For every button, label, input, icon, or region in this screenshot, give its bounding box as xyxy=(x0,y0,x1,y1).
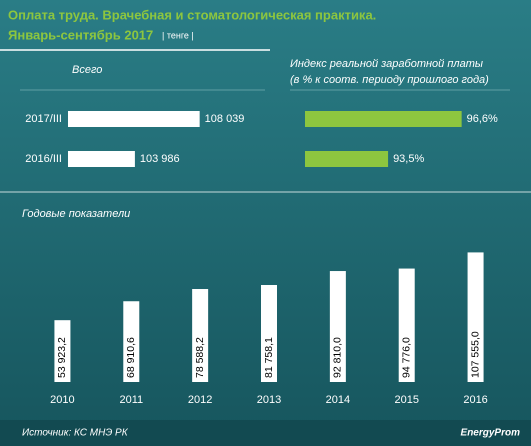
bar xyxy=(261,285,277,382)
unit: | тенге | xyxy=(162,30,194,40)
bar xyxy=(329,271,346,382)
x-tick-label: 2015 xyxy=(394,394,418,406)
value-label: 94 776,0 xyxy=(400,337,412,378)
value-label: 93,5% xyxy=(393,153,424,165)
bar xyxy=(305,111,462,127)
logo: EnergyProm xyxy=(461,428,521,439)
panel-subtitle: (в % к соотв. периоду прошлого года) xyxy=(290,74,489,86)
bar xyxy=(467,252,484,382)
x-tick-label: 2012 xyxy=(188,394,212,406)
x-tick-label: 2014 xyxy=(326,394,350,406)
bar xyxy=(192,289,209,382)
value-label: 103 986 xyxy=(140,153,180,165)
value-label: 92 810,0 xyxy=(332,337,344,378)
category-label: 2016/III xyxy=(25,153,62,165)
title: Январь-сентябрь 2017 xyxy=(8,27,153,42)
value-label: 81 758,1 xyxy=(263,337,275,378)
bar xyxy=(68,111,200,127)
value-label: 96,6% xyxy=(467,113,498,125)
x-tick-label: 2010 xyxy=(50,394,74,406)
bar xyxy=(68,151,135,167)
panel-title: Индекс реальной заработной платы xyxy=(290,58,483,70)
bar xyxy=(305,151,389,167)
x-tick-label: 2011 xyxy=(119,394,143,406)
value-label: 78 588,2 xyxy=(194,337,206,378)
x-tick-label: 2013 xyxy=(257,394,281,406)
value-label: 108 039 xyxy=(205,113,245,125)
panel-title: Всего xyxy=(72,64,102,76)
title: Оплата труда. Врачебная и стоматологичес… xyxy=(8,7,376,22)
value-label: 53 923,2 xyxy=(56,337,68,378)
category-label: 2017/III xyxy=(25,113,62,125)
value-label: 68 910,6 xyxy=(125,337,137,378)
value-label: 107 555,0 xyxy=(469,331,481,378)
source: Источник: КС МНЭ РК xyxy=(22,428,129,439)
footer xyxy=(0,420,531,446)
panel-title: Годовые показатели xyxy=(22,208,130,220)
bar xyxy=(123,301,140,382)
bar xyxy=(54,320,71,382)
x-tick-label: 2016 xyxy=(463,394,487,406)
bar xyxy=(398,268,415,382)
